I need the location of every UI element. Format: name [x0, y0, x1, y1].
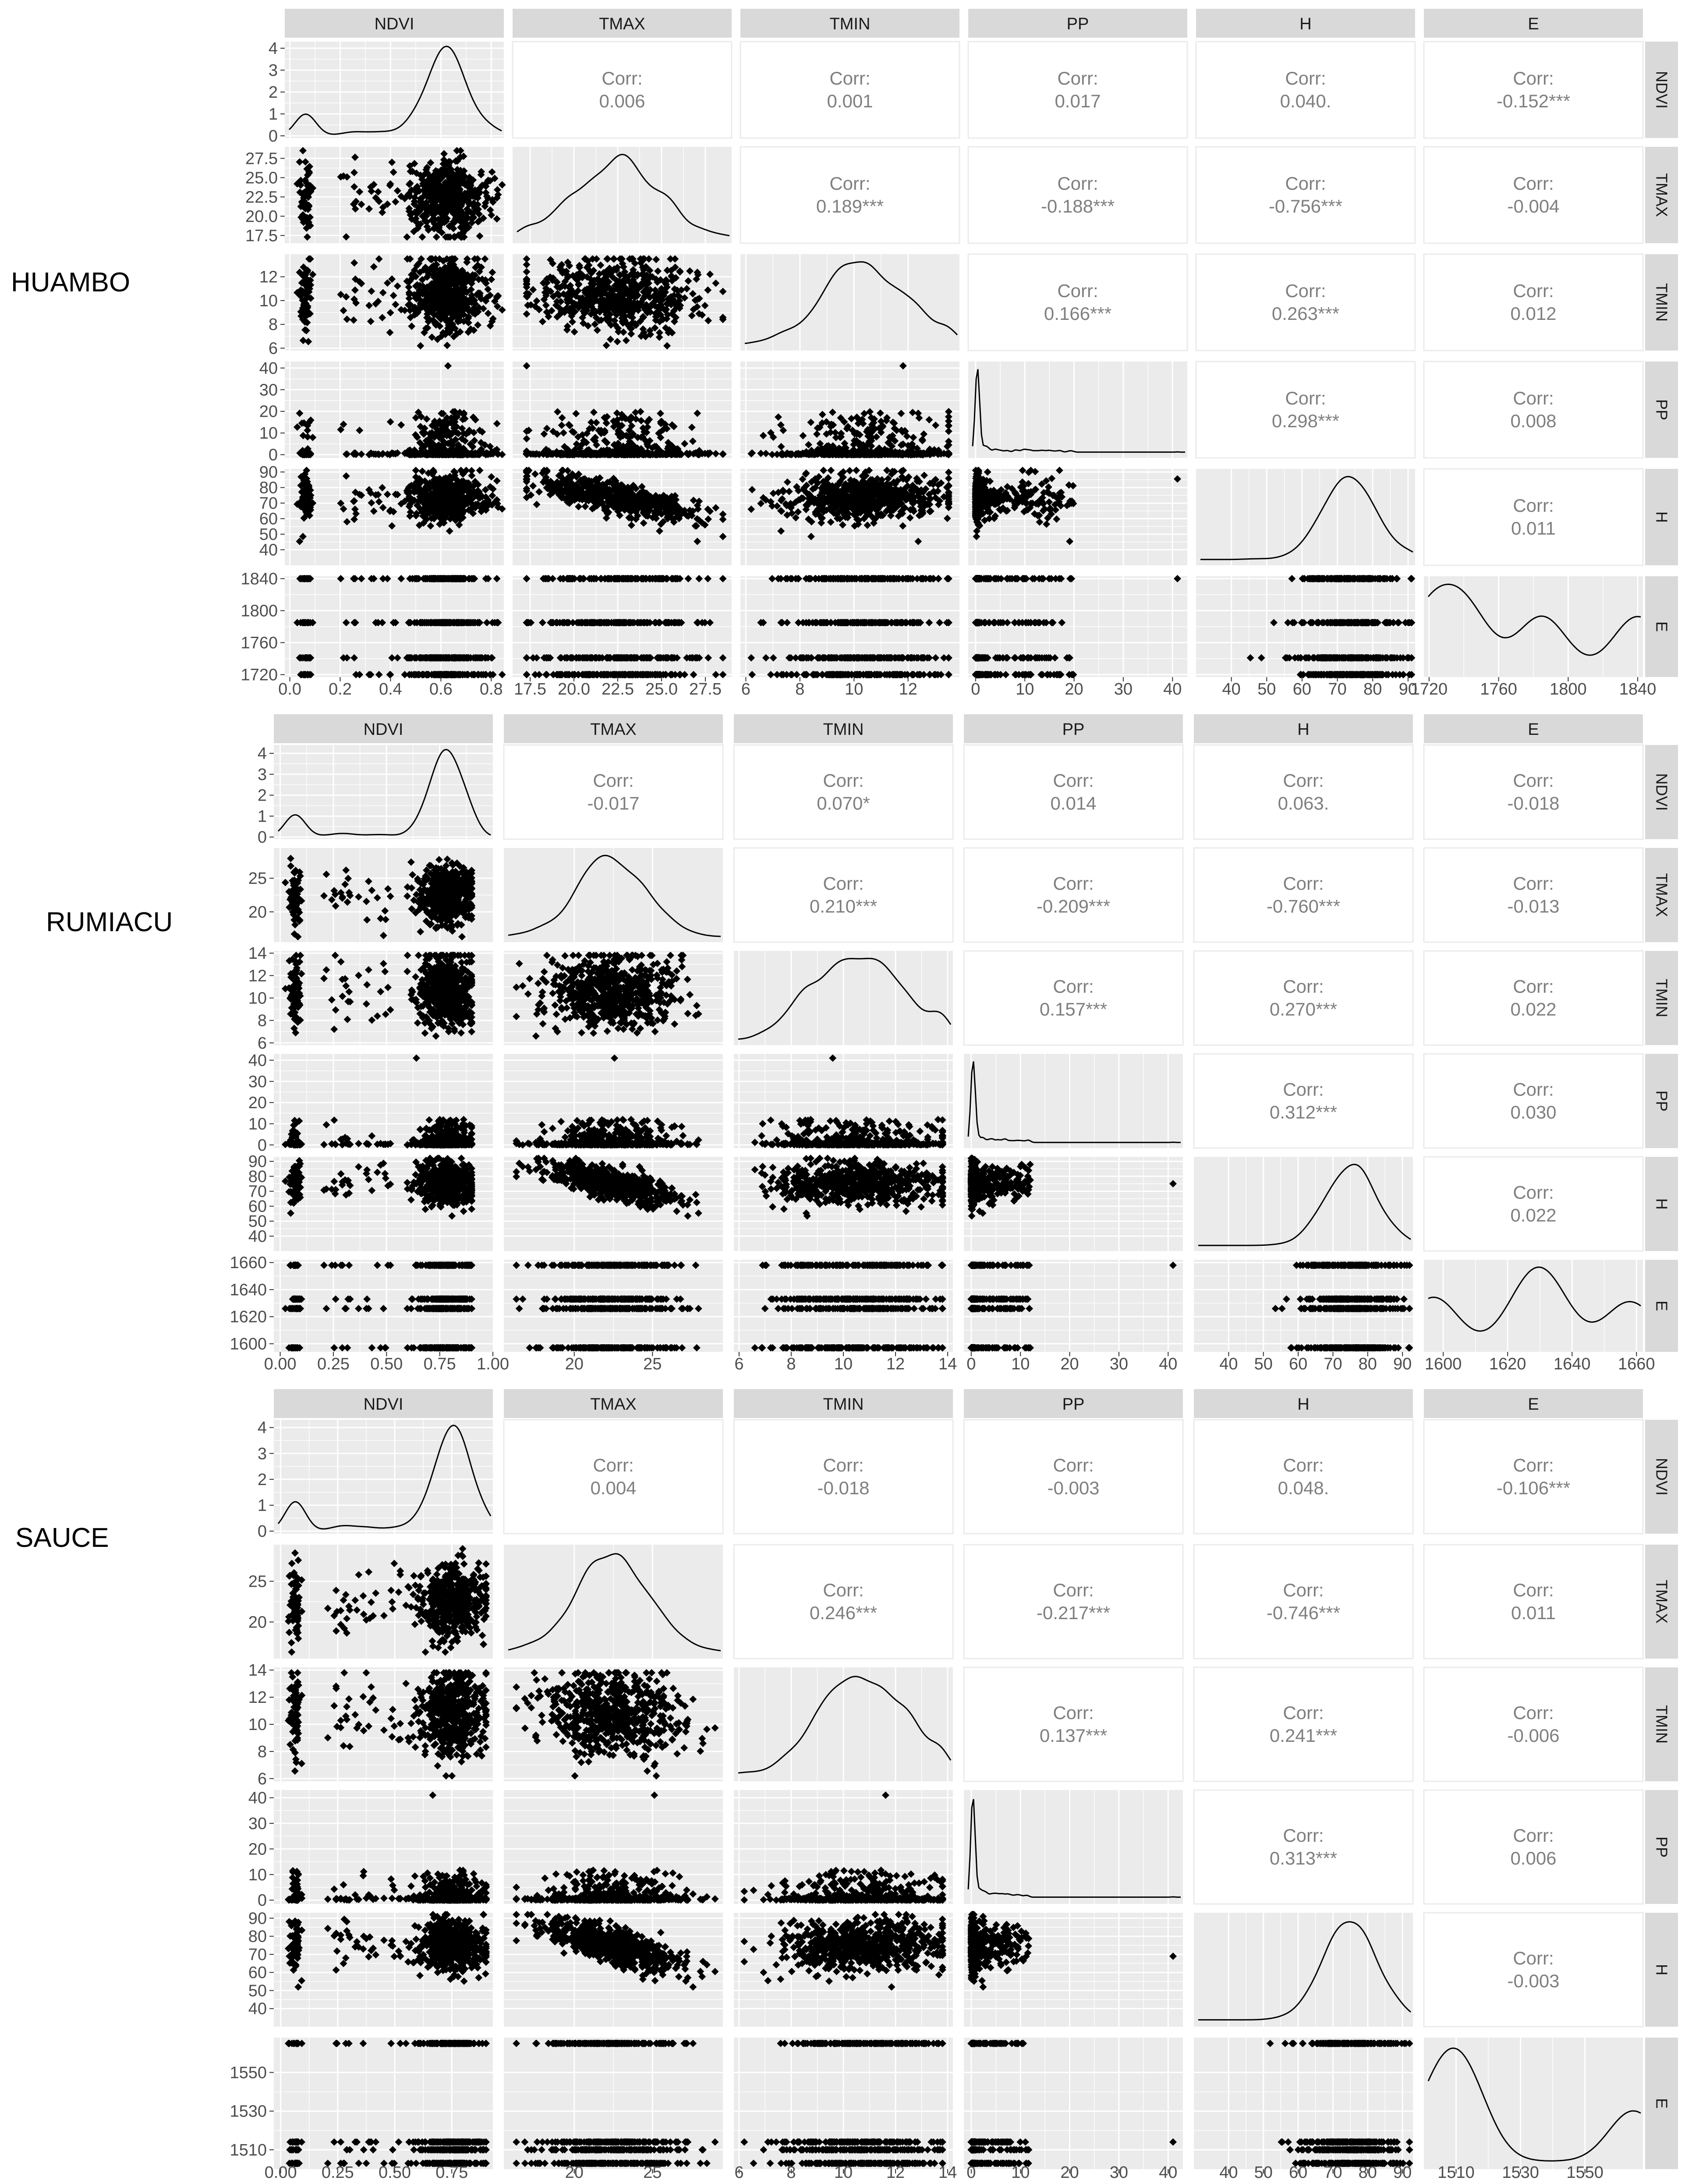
y-tick-label: 2	[269, 83, 278, 102]
y-tick-label: 0	[269, 127, 278, 145]
corr-panel	[1424, 42, 1643, 138]
corr-value: 0.017	[1055, 91, 1101, 111]
y-tick-label: 1	[269, 105, 278, 124]
corr-panel	[740, 42, 959, 138]
corr-label: Corr:	[1285, 68, 1326, 89]
column-strip-label: H	[1299, 15, 1311, 33]
row-strip-label: NDVI	[1653, 71, 1671, 109]
corr-panel	[1424, 147, 1643, 243]
corr-label: Corr:	[829, 173, 870, 194]
corr-value: -0.188***	[1041, 196, 1115, 216]
corr-label: Corr:	[1513, 68, 1554, 89]
row-strip-label: E	[1653, 621, 1671, 632]
column-strip-label: TMAX	[599, 15, 645, 33]
column-strip-label: TMIN	[830, 15, 871, 33]
column-strip-label: NDVI	[375, 15, 414, 33]
corr-value: 0.040.	[1280, 91, 1331, 111]
corr-panel	[513, 42, 732, 138]
corr-value: 0.006	[599, 91, 645, 111]
y-tick-label: 10	[259, 292, 278, 310]
corr-panel	[968, 147, 1187, 243]
y-tick-label: 22.5	[245, 188, 278, 206]
corr-label: Corr:	[1057, 173, 1098, 194]
corr-label: Corr:	[1057, 68, 1098, 89]
y-tick-label: 3	[269, 61, 278, 80]
corr-value: -0.004	[1507, 196, 1559, 216]
y-tick-label: 17.5	[245, 227, 278, 245]
corr-panel	[740, 147, 959, 243]
y-tick-label: 4	[269, 39, 278, 58]
y-tick-label: 8	[269, 316, 278, 334]
corr-panel	[1196, 147, 1415, 243]
y-tick-label: 20.0	[245, 207, 278, 226]
corr-label: Corr:	[602, 68, 642, 89]
site-label: HUAMBO	[11, 267, 130, 298]
corr-value: -0.152***	[1497, 91, 1570, 111]
y-tick-label: 25.0	[245, 169, 278, 187]
corr-panel	[968, 42, 1187, 138]
corr-value: 0.001	[827, 91, 873, 111]
plot-panel	[513, 147, 732, 243]
column-strip-label: E	[1528, 15, 1539, 33]
corr-label: Corr:	[1285, 173, 1326, 194]
corr-value: -0.756***	[1269, 196, 1342, 216]
site-block-huambo: HUAMBO NDVI TMAX TMIN PP H E NDVI TMAX TMIN PP H E 0 1…	[11, 9, 1678, 698]
row-strip-label: H	[1653, 511, 1671, 523]
y-tick-label: 6	[269, 340, 278, 358]
column-strip-label: PP	[1067, 15, 1089, 33]
y-tick-label: 27.5	[245, 149, 278, 168]
row-strip-label: TMAX	[1653, 173, 1671, 217]
y-tick-label: 12	[259, 268, 278, 287]
row-strip-label: PP	[1653, 399, 1671, 420]
row-strip-label: TMIN	[1653, 283, 1671, 322]
corr-value: 0.189***	[816, 196, 884, 216]
corr-label: Corr:	[829, 68, 870, 89]
corr-label: Corr:	[1513, 173, 1554, 194]
corr-panel	[1196, 42, 1415, 138]
